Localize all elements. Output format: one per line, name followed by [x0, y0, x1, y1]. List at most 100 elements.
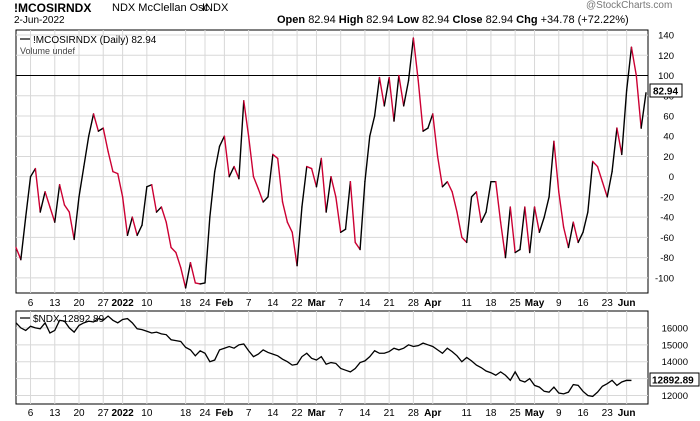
osc-y-tick-label: 120: [658, 51, 674, 62]
oscillator-segment: [528, 206, 536, 254]
ndx-y-ticks: 1200013000140001500016000: [662, 323, 688, 402]
close-value: 82.94: [485, 14, 514, 26]
oscillator-segment: [475, 191, 482, 223]
oscillator-segment: [146, 184, 153, 188]
oscillator-segment: [480, 211, 487, 223]
oscillator-segment: [49, 206, 56, 223]
oscillator-segment: [310, 167, 318, 188]
oscillator-segment: [272, 153, 279, 160]
oscillator-segment: [34, 167, 41, 213]
oscillator-segment: [383, 76, 390, 107]
oscillator-segment: [58, 184, 66, 206]
oscillator-segment: [587, 160, 594, 213]
ndx-panel: 1200013000140001500016000 $NDX 12892.89 …: [15, 310, 700, 405]
oscillator-segment: [369, 115, 376, 137]
oscillator-segment: [29, 167, 37, 178]
oscillator-segment: [504, 206, 512, 259]
oscillator-segment: [320, 157, 327, 213]
oscillator-segment: [44, 191, 51, 208]
oscillator-segment: [456, 211, 463, 239]
osc-y-tick-label: 140: [658, 31, 674, 42]
oscillator-segment: [432, 113, 439, 158]
oscillator-segment: [591, 160, 599, 168]
ndx-legend: $NDX 12892.89: [20, 314, 105, 325]
oscillator-segment: [267, 153, 274, 198]
low-label: Low: [396, 14, 419, 26]
lower-x-tick-label: Feb: [215, 408, 233, 419]
x-axis-upper: 6 13 20 27 2022 10 18 24 Feb 7 14 22 Mar 7 14 21 28 Apr 11…: [28, 298, 636, 309]
oscillator-segment: [577, 231, 584, 244]
osc-y-tick-label: -60: [660, 233, 674, 244]
lower-x-tick-label: 6: [28, 408, 34, 419]
oscillator-segment: [558, 191, 565, 228]
ndx-panel-frame: [15, 310, 649, 405]
oscillator-segment: [344, 181, 352, 230]
oscillator-last-value-box: [649, 83, 683, 98]
lower-x-tick-label: 24: [199, 408, 211, 419]
oscillator-segment: [112, 170, 119, 175]
oscillator-segment: [524, 206, 531, 254]
oscillator-segment: [359, 181, 366, 251]
lower-x-tick-label: 13: [49, 408, 61, 419]
oscillator-segment: [441, 181, 449, 188]
oscillator-segment: [533, 206, 541, 234]
oscillator-segment: [180, 267, 187, 289]
lower-x-tick-label: 7: [338, 408, 344, 419]
oscillator-segment: [136, 224, 143, 237]
volume-note: Volume undef: [20, 46, 76, 56]
oscillator-y-ticks: -100-80-60-40-20020406080100120140: [655, 31, 674, 285]
oscillator-last-value: 82.94: [649, 83, 683, 98]
lower-x-tick-label: 18: [180, 408, 192, 419]
oscillator-segment: [625, 46, 633, 92]
ndx-y-tick-label: 14000: [662, 357, 688, 368]
oscillator-segment: [233, 165, 240, 180]
oscillator-segment: [562, 226, 570, 249]
oscillator-segment: [538, 216, 545, 234]
oscillator-segment: [204, 216, 211, 284]
oscillator-segment: [470, 191, 478, 198]
osc-y-tick-label: 0: [669, 172, 674, 183]
oscillator-segment: [616, 127, 623, 156]
upper-x-tick-label: 14: [267, 298, 279, 309]
oscillator-segment: [24, 175, 32, 218]
oscillator-segment: [87, 113, 95, 137]
oscillator-segment: [349, 181, 356, 244]
osc-y-tick-label: -20: [660, 192, 674, 203]
lower-x-tick-label: 14: [267, 408, 279, 419]
oscillator-segment: [296, 206, 303, 267]
upper-x-tick-label: Mar: [308, 298, 326, 309]
lower-x-tick-label: 21: [384, 408, 396, 419]
oscillator-segment: [407, 37, 415, 82]
oscillator-segment: [621, 89, 628, 156]
oscillator-segment: [596, 165, 604, 183]
oscillator-segment: [373, 76, 381, 117]
oscillator-segment: [509, 206, 516, 254]
lower-x-tick-label: 23: [602, 408, 614, 419]
osc-y-tick-label: 100: [658, 71, 674, 82]
ndx-y-tick-label: 15000: [662, 340, 688, 351]
osc-y-tick-label: -100: [655, 273, 674, 284]
upper-x-tick-label: 25: [510, 298, 522, 309]
oscillator-segment: [39, 191, 46, 213]
oscillator-segment: [199, 282, 206, 285]
upper-x-tick-label: 23: [602, 298, 614, 309]
lower-x-tick-label: 11: [461, 408, 472, 419]
upper-x-tick-label: 22: [292, 298, 304, 309]
oscillator-segment: [606, 170, 613, 198]
oscillator-segment: [73, 196, 80, 241]
lower-x-tick-label: May: [525, 408, 545, 419]
oscillator-segment: [238, 100, 245, 180]
ndx-last-value: 12892.89: [649, 372, 700, 387]
lower-x-tick-label: 10: [141, 408, 153, 419]
upper-x-tick-label: 24: [199, 298, 211, 309]
oscillator-segment: [446, 181, 453, 193]
oscillator-segment: [184, 261, 192, 289]
oscillator-segment: [243, 100, 250, 137]
lower-x-tick-label: 16: [577, 408, 589, 419]
ndx-last-value-label: 12892.89: [652, 376, 694, 387]
upper-x-tick-label: 13: [49, 298, 61, 309]
oscillator-segment: [412, 37, 419, 82]
oscillator-segment: [543, 196, 550, 218]
oscillator-segment: [364, 135, 371, 183]
ndx-grid: [16, 311, 648, 404]
